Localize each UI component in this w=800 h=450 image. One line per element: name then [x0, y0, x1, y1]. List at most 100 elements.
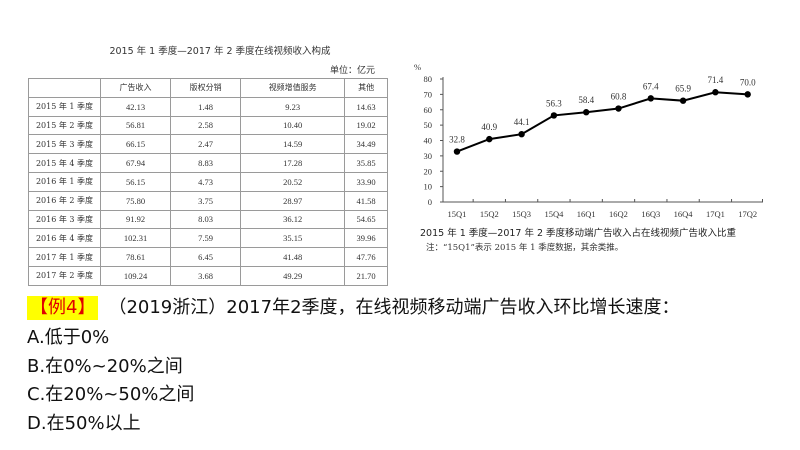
table-cell: 41.58 [344, 190, 388, 211]
column-header: 其他 [344, 78, 388, 98]
table-row: 2016 年 1 季度 56.15 4.73 20.52 33.90 [28, 171, 388, 192]
x-tick-label: 16Q2 [609, 209, 628, 219]
y-axis-unit: % [414, 62, 421, 72]
table-cell: 10.40 [240, 115, 346, 136]
data-label: 32.8 [449, 135, 465, 145]
table-cell: 14.63 [344, 96, 388, 117]
table-unit: 单位：亿元 [330, 66, 376, 76]
option-b[interactable]: B.在0%~20%之间 [27, 355, 183, 377]
table-cell: 20.52 [240, 171, 346, 192]
data-label: 67.4 [643, 81, 659, 91]
table-cell: 19.02 [344, 115, 388, 136]
row-header: 2017 年 1 季度 [28, 247, 101, 267]
x-tick-label: 16Q4 [674, 209, 694, 219]
column-header: 版权分销 [170, 78, 242, 98]
table-cell: 1.48 [170, 96, 242, 117]
table-cell: 7.59 [170, 228, 242, 249]
data-point [744, 91, 751, 98]
row-header: 2015 年 2 季度 [28, 115, 101, 136]
table-cell: 34.49 [344, 134, 388, 155]
table-cell: 56.81 [99, 115, 172, 136]
table-cell: 33.90 [344, 171, 388, 192]
y-tick-label: 40 [424, 136, 433, 146]
data-label: 44.1 [514, 117, 530, 127]
row-header: 2016 年 1 季度 [28, 171, 101, 192]
table-cell: 75.80 [99, 190, 172, 211]
table-title: 2015 年 1 季度—2017 年 2 季度在线视频收入构成 [109, 46, 331, 57]
data-point [583, 109, 590, 116]
line-chart: % 0 10 20 30 40 50 60 70 80 15Q1 15Q2 15Q3 15Q4 16Q1 16… [400, 55, 790, 265]
data-point [518, 130, 525, 138]
option-d[interactable]: D.在50%以上 [27, 412, 141, 434]
y-tick-label: 60 [424, 105, 433, 115]
table-cell: 67.94 [99, 153, 172, 173]
table-row: 2015 年 3 季度 66.15 2.47 14.59 34.49 [28, 134, 388, 155]
option-c[interactable]: C.在20%~50%之间 [27, 384, 195, 405]
table-cell: 17.28 [240, 153, 346, 173]
data-label: 70.0 [740, 77, 756, 87]
table-cell: 28.97 [240, 190, 346, 211]
table-cell: 6.45 [170, 247, 242, 267]
x-tick-label: 16Q1 [577, 209, 596, 219]
x-tick-label: 17Q1 [706, 209, 725, 219]
data-point [647, 95, 654, 102]
option-a[interactable]: A.低于0% [27, 327, 110, 348]
table-header-row: 广告收入 版权分销 视频增值服务 其他 [28, 78, 388, 98]
table-cell: 39.96 [344, 228, 388, 249]
chart-title: 2015 年 1 季度—2017 年 2 季度移动端广告收入占在线视频广告收入比… [420, 228, 737, 239]
row-header: 2016 年 2 季度 [28, 190, 101, 211]
row-header: 2015 年 4 季度 [28, 153, 101, 173]
table-cell: 35.15 [240, 228, 346, 249]
table-cell: 78.61 [99, 247, 172, 267]
chart-plot: % 0 10 20 30 40 50 60 70 80 15Q1 15Q2 15Q3 15Q4 16Q1 16… [414, 62, 763, 219]
x-tick-label: 15Q3 [512, 209, 531, 219]
table-cell: 36.12 [240, 209, 346, 230]
question-stem: 【例4】 （2019浙江）2017年2季度，在线视频移动端广告收入环比增长速度： [27, 296, 680, 320]
table-cell: 8.03 [170, 209, 242, 230]
y-tick-label: 10 [424, 182, 433, 192]
table-cell: 102.31 [99, 228, 172, 249]
row-header: 2016 年 3 季度 [28, 209, 101, 230]
table-cell: 14.59 [240, 134, 346, 155]
table-cell: 8.83 [170, 153, 242, 173]
data-point [550, 112, 558, 119]
data-point [486, 135, 493, 143]
table-row: 2016 年 3 季度 91.92 8.03 36.12 54.65 [28, 209, 388, 230]
y-tick-label: 80 [424, 74, 433, 84]
table-cell: 47.76 [344, 247, 388, 267]
table-cell: 4.73 [170, 171, 242, 192]
data-point [453, 148, 461, 155]
question-text: （2019浙江）2017年2季度，在线视频移动端广告收入环比增长速度： [108, 297, 680, 318]
table-cell: 3.75 [170, 190, 242, 211]
y-tick-label: 70 [424, 89, 433, 99]
table-row: 2015 年 4 季度 67.94 8.83 17.28 35.85 [28, 153, 388, 173]
y-tick-label: 50 [424, 120, 433, 130]
table-cell: 49.29 [240, 265, 346, 286]
x-tick-label: 15Q4 [544, 209, 564, 219]
column-header: 广告收入 [99, 78, 172, 98]
table-cell: 41.48 [240, 247, 346, 267]
table-row: 2015 年 2 季度 56.81 2.58 10.40 19.02 [28, 115, 388, 136]
data-line [456, 91, 748, 153]
table-cell: 91.92 [99, 209, 172, 230]
column-header: 视频增值服务 [240, 78, 346, 98]
x-tick-label: 16Q3 [641, 209, 660, 219]
data-label: 58.4 [578, 95, 594, 105]
table-cell: 56.15 [99, 171, 172, 192]
table-cell: 109.24 [99, 265, 172, 286]
data-label: 65.9 [675, 84, 691, 94]
y-tick-label: 20 [424, 166, 433, 176]
data-point [679, 97, 687, 104]
x-tick-label: 17Q2 [738, 209, 757, 219]
table-cell: 42.13 [99, 96, 172, 117]
table-row: 2015 年 1 季度 42.13 1.48 9.23 14.63 [28, 96, 388, 117]
table-row: 2017 年 1 季度 78.61 6.45 41.48 47.76 [28, 247, 388, 267]
row-header: 2015 年 3 季度 [28, 134, 101, 155]
row-header: 2015 年 1 季度 [28, 96, 101, 117]
x-tick-label: 15Q2 [480, 209, 499, 219]
table-cell: 2.58 [170, 115, 242, 136]
revenue-table: 广告收入 版权分销 视频增值服务 其他 2015 年 1 季度 42.13 1.48… [28, 78, 388, 286]
table-cell: 35.85 [344, 153, 388, 173]
table-cell: 66.15 [99, 134, 172, 155]
y-tick-label: 0 [428, 197, 432, 207]
